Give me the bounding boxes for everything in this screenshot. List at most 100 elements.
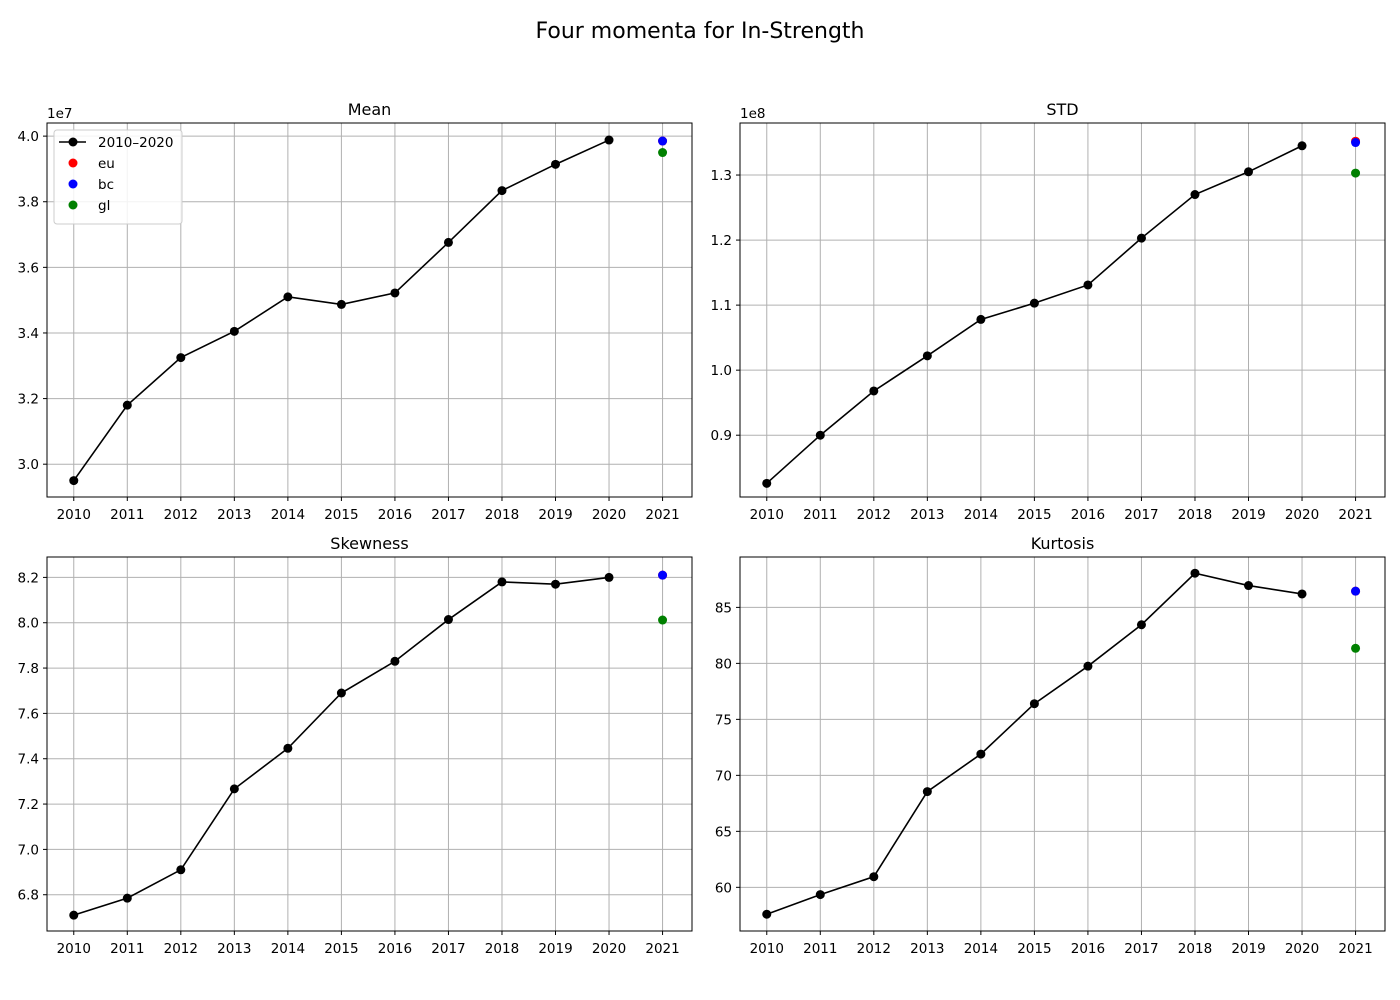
mean-xtick-label-2018: 2018	[485, 507, 519, 523]
mean-ytick-label-4: 3.8	[18, 195, 39, 211]
skewness-point-2012	[176, 865, 186, 875]
std-xtick-label-2019: 2019	[1231, 507, 1265, 523]
mean-point-2018	[497, 186, 507, 196]
std-ytick-label-2: 1.1	[711, 298, 732, 314]
skewness-title: Skewness	[330, 534, 408, 553]
mean-title: Mean	[348, 100, 392, 119]
std-ytick-label-1: 1.0	[711, 363, 732, 379]
panel-std: STD 1e8 2010 2011 2012 2013 2014 2015 2016 2017 20…	[711, 100, 1386, 523]
kurtosis-point-2013	[922, 787, 932, 797]
mean-legend-box	[53, 129, 183, 225]
skewness-xtick-label-2010: 2010	[57, 941, 91, 957]
std-xtick-label-2010: 2010	[750, 507, 784, 523]
std-point-gl	[1351, 168, 1361, 178]
kurtosis-ytick-label-4: 80	[715, 656, 732, 672]
skewness-ytick-label-0: 6.8	[18, 888, 39, 904]
panel-kurtosis: Kurtosis 2010 2011 2012 2013 2014 2015 2016 2017…	[715, 534, 1386, 957]
mean-point-2019	[551, 159, 561, 169]
std-xtick-label-2017: 2017	[1124, 507, 1158, 523]
mean-xtick-label-2011: 2011	[110, 507, 144, 523]
std-point-2013	[922, 351, 932, 361]
kurtosis-point-gl	[1351, 643, 1361, 653]
skewness-xtick-label-2021: 2021	[645, 941, 679, 957]
mean-legend-label-gl: gl	[98, 198, 110, 214]
mean-xtick-label-2013: 2013	[217, 507, 251, 523]
mean-ytick-label-0: 3.0	[18, 457, 39, 473]
std-xtick-label-2011: 2011	[803, 507, 837, 523]
mean-legend: 2010–2020 eu bc gl	[53, 129, 183, 225]
std-scale-label: 1e8	[740, 106, 765, 122]
std-axes-frame	[739, 122, 1386, 498]
std-point-2014	[976, 314, 986, 324]
std-point-2016	[1083, 280, 1093, 290]
kurtosis-ytick-label-3: 75	[715, 712, 732, 728]
kurtosis-point-2012	[869, 872, 879, 882]
panel-mean: Mean 1e7 2010 2011 2012 2013 2014 2015 2016 2017 2…	[18, 100, 693, 523]
std-point-2020	[1297, 141, 1307, 151]
skewness-point-2020	[604, 572, 614, 582]
mean-ytick-label-5: 4.0	[18, 129, 39, 145]
mean-ytick-label-2: 3.4	[18, 326, 39, 342]
skewness-xtick-label-2012: 2012	[164, 941, 198, 957]
skewness-ytick-label-7: 8.2	[18, 570, 39, 586]
mean-point-2014	[283, 292, 293, 302]
kurtosis-xtick-label-2011: 2011	[803, 941, 837, 957]
skewness-point-2017	[443, 615, 453, 625]
mean-ytick-label-3: 3.6	[18, 260, 39, 276]
kurtosis-ytick-label-0: 60	[715, 880, 732, 896]
mean-legend-label-2010-2020: 2010–2020	[98, 135, 173, 151]
skewness-ytick-label-2: 7.2	[18, 797, 39, 813]
kurtosis-point-2014	[976, 749, 986, 759]
skewness-axes-frame	[46, 556, 693, 932]
kurtosis-ytick-label-5: 85	[715, 600, 732, 616]
std-point-2010	[762, 478, 772, 488]
mean-point-2017	[443, 237, 453, 247]
mean-point-2020	[604, 135, 614, 145]
mean-legend-label-bc: bc	[98, 177, 114, 193]
std-point-2018	[1190, 190, 1200, 200]
skewness-xtick-label-2019: 2019	[538, 941, 572, 957]
skewness-ytick-label-6: 8.0	[18, 616, 39, 632]
std-ytick-label-3: 1.2	[711, 233, 732, 249]
kurtosis-point-2019	[1244, 581, 1254, 591]
mean-legend-marker-gl	[68, 200, 78, 210]
figure-title: Four momenta for In-Strength	[536, 19, 865, 44]
std-point-2012	[869, 386, 879, 396]
mean-point-2013	[229, 326, 239, 336]
skewness-point-bc	[658, 570, 668, 580]
mean-xtick-label-2020: 2020	[592, 507, 626, 523]
std-xtick-label-2015: 2015	[1017, 507, 1051, 523]
std-xtick-label-2016: 2016	[1071, 507, 1105, 523]
kurtosis-point-2020	[1297, 589, 1307, 599]
std-point-bc	[1351, 138, 1361, 148]
mean-xtick-label-2010: 2010	[57, 507, 91, 523]
std-xtick-label-2013: 2013	[910, 507, 944, 523]
skewness-point-2015	[336, 688, 346, 698]
std-xtick-label-2021: 2021	[1338, 507, 1372, 523]
mean-xtick-label-2016: 2016	[378, 507, 412, 523]
skewness-point-2016	[390, 656, 400, 666]
kurtosis-point-2017	[1136, 620, 1146, 630]
std-ytick-label-0: 0.9	[711, 428, 732, 444]
mean-ytick-label-1: 3.2	[18, 392, 39, 408]
mean-point-gl	[658, 148, 668, 158]
mean-axes-frame	[46, 122, 693, 498]
skewness-xtick-label-2015: 2015	[324, 941, 358, 957]
kurtosis-title: Kurtosis	[1031, 534, 1095, 553]
kurtosis-point-2016	[1083, 661, 1093, 671]
skewness-point-gl	[658, 615, 668, 625]
skewness-ytick-label-1: 7.0	[18, 842, 39, 858]
mean-xtick-label-2012: 2012	[164, 507, 198, 523]
skewness-ytick-label-4: 7.6	[18, 706, 39, 722]
mean-xtick-label-2021: 2021	[645, 507, 679, 523]
mean-xtick-label-2015: 2015	[324, 507, 358, 523]
kurtosis-ytick-label-2: 70	[715, 768, 732, 784]
kurtosis-axes-frame	[739, 556, 1386, 932]
kurtosis-point-bc	[1351, 586, 1361, 596]
skewness-point-2018	[497, 577, 507, 587]
kurtosis-point-2011	[815, 890, 825, 900]
std-point-2011	[815, 430, 825, 440]
kurtosis-ytick-label-1: 65	[715, 824, 732, 840]
std-xtick-label-2020: 2020	[1285, 507, 1319, 523]
std-xtick-label-2012: 2012	[857, 507, 891, 523]
